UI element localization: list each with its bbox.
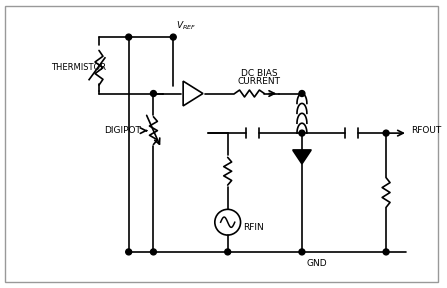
- Text: GND: GND: [307, 259, 328, 268]
- Polygon shape: [183, 81, 203, 106]
- Circle shape: [383, 130, 389, 136]
- Circle shape: [383, 249, 389, 255]
- Circle shape: [170, 34, 176, 40]
- Circle shape: [126, 249, 132, 255]
- Text: RFOUT: RFOUT: [411, 126, 441, 135]
- Circle shape: [225, 249, 231, 255]
- Circle shape: [299, 90, 305, 96]
- Circle shape: [299, 249, 305, 255]
- Circle shape: [299, 130, 305, 136]
- Text: DC BIAS: DC BIAS: [241, 69, 278, 78]
- Text: RFIN: RFIN: [244, 223, 264, 232]
- Circle shape: [151, 249, 156, 255]
- Circle shape: [151, 90, 156, 96]
- Circle shape: [126, 34, 132, 40]
- Text: DIGIPOT: DIGIPOT: [104, 126, 141, 135]
- Text: THERMISTOR: THERMISTOR: [51, 63, 106, 72]
- Text: $V_{REF}$: $V_{REF}$: [176, 20, 197, 32]
- Text: CURRENT: CURRENT: [238, 77, 281, 86]
- Polygon shape: [293, 150, 311, 164]
